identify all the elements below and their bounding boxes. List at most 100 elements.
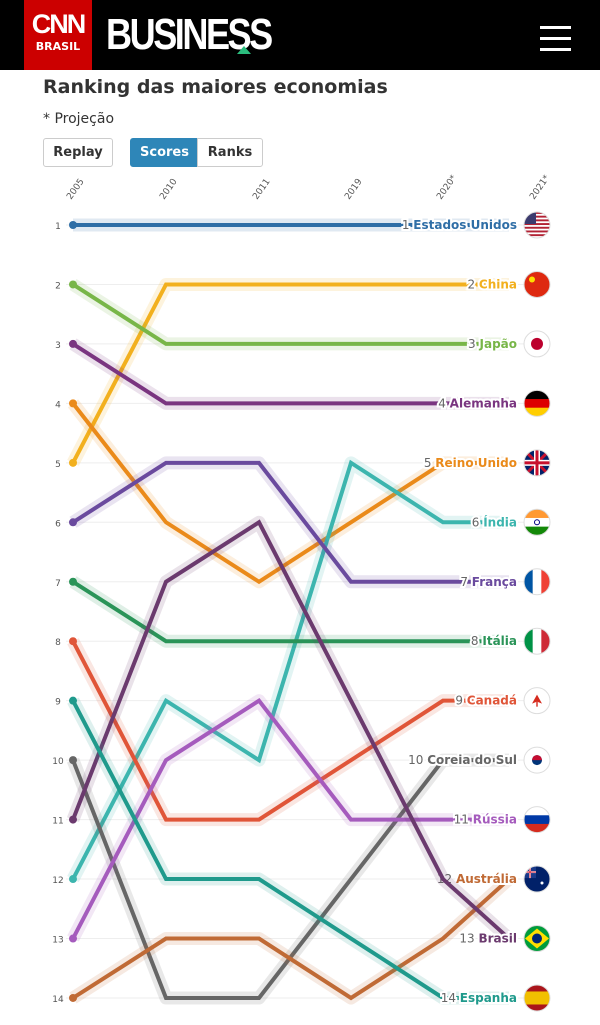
flag-border [523, 568, 551, 596]
series-name: Estados Unidos [413, 218, 517, 232]
hamburger-menu-icon[interactable] [540, 26, 571, 59]
india-flag-icon [523, 508, 551, 536]
series-label: 1 Estados Unidos [402, 218, 517, 232]
year-tick-label: 2005 [65, 177, 86, 201]
flag-part [524, 526, 550, 536]
series-start-point [69, 280, 77, 289]
series-name: Alemanha [450, 396, 517, 410]
logo-text: CNN [31, 9, 87, 39]
flag-body [524, 390, 550, 417]
star [529, 276, 535, 283]
flag-part [532, 568, 542, 595]
flag-part [524, 223, 550, 225]
series-label: 7 França [460, 575, 517, 589]
series-name: Japão [479, 337, 518, 351]
flag-part [524, 407, 550, 417]
series-name: Espanha [460, 991, 517, 1005]
maple-leaf [532, 694, 542, 704]
rank-tick-label: 10 [52, 757, 64, 767]
flag-part [524, 517, 550, 528]
rank-tick-label: 1 [55, 222, 61, 232]
series-rank: 7 [460, 575, 471, 589]
canada-flag-icon [523, 687, 551, 715]
series-rank: 11 [454, 813, 473, 827]
rank-tick-label: 2 [55, 281, 61, 291]
spain-flag-icon [523, 984, 551, 1012]
russia-flag-icon [523, 806, 551, 834]
flag-part [524, 399, 550, 409]
series-halo [67, 277, 509, 466]
stem [536, 701, 538, 707]
rank-tick-label: 5 [55, 460, 61, 470]
series-china: 2 China [67, 275, 519, 467]
globe [532, 933, 542, 944]
taeguk-red [532, 755, 542, 761]
flag-part [524, 687, 534, 714]
series-label: 12 Austrália [437, 872, 517, 886]
series-name: Coreia do Sul [427, 753, 517, 767]
flag-part [524, 568, 534, 595]
flag-part [524, 230, 550, 233]
series-rank: 5 [424, 456, 435, 470]
flag-part [541, 687, 550, 714]
series-japão: 3 Japão [69, 278, 519, 353]
series-name: Brasil [478, 932, 517, 946]
scores-button[interactable]: Scores [130, 138, 199, 167]
series-rank: 14 [441, 991, 460, 1005]
series-start-point [69, 458, 77, 467]
series-label: 13 Brasil [459, 932, 517, 946]
series-line [71, 402, 509, 585]
series-start-point [69, 875, 77, 884]
series-line [71, 342, 509, 406]
flag-body [524, 568, 550, 595]
flag-part [524, 806, 550, 816]
flag-part [524, 215, 550, 218]
flag-border [523, 746, 551, 774]
series-line [71, 698, 509, 940]
series-start-point [69, 696, 77, 705]
series-start-point [69, 815, 77, 824]
series-rank: 10 [408, 753, 427, 767]
flag-part [524, 212, 550, 214]
flag-part [532, 628, 542, 655]
series-start-point [69, 577, 77, 586]
rank-tick-label: 11 [52, 817, 63, 827]
year-tick-label: 2019 [343, 177, 364, 202]
series-rank: 13 [459, 932, 478, 946]
cnn-brasil-logo[interactable]: CNN BRASIL [24, 0, 92, 70]
germany-flag-icon [523, 389, 551, 417]
series-rank: 3 [468, 337, 479, 351]
france-flag-icon [523, 568, 551, 596]
series-start-point [69, 339, 77, 348]
flag-part [524, 628, 534, 655]
series-name: França [472, 575, 517, 589]
series-label: 14 Espanha [441, 991, 517, 1005]
rank-tick-label: 8 [55, 638, 61, 648]
series-label: 11 Rússia [454, 813, 517, 827]
flag-body [524, 449, 550, 476]
japan-flag-icon [523, 330, 551, 358]
series-start-point [69, 993, 77, 1002]
flag-part [524, 815, 550, 825]
series-estados-unidos: 1 Estados Unidos [69, 216, 519, 234]
series-rússia: 11 Rússia [67, 694, 519, 943]
china-flag-icon [523, 270, 551, 298]
series-name: Reino Unido [435, 456, 517, 470]
logo-subtext: BRASIL [35, 40, 81, 53]
series-label: 3 Japão [468, 337, 517, 351]
series-name: Austrália [456, 872, 517, 886]
series-line [71, 758, 509, 1000]
chart-title: Ranking das maiores economias [43, 76, 388, 98]
chakra [534, 519, 540, 526]
star [540, 881, 544, 885]
series-brasil: 13 Brasil [66, 515, 519, 948]
flag-body [524, 509, 550, 536]
flag-part [524, 984, 550, 992]
brazil-flag-icon [523, 925, 551, 953]
replay-button[interactable]: Replay [43, 138, 113, 167]
ranks-button[interactable]: Ranks [197, 138, 263, 167]
flag-border [523, 211, 551, 239]
year-tick-label: 2010 [158, 177, 179, 202]
series-start-point [69, 399, 77, 408]
korea-flag-icon [523, 746, 551, 774]
